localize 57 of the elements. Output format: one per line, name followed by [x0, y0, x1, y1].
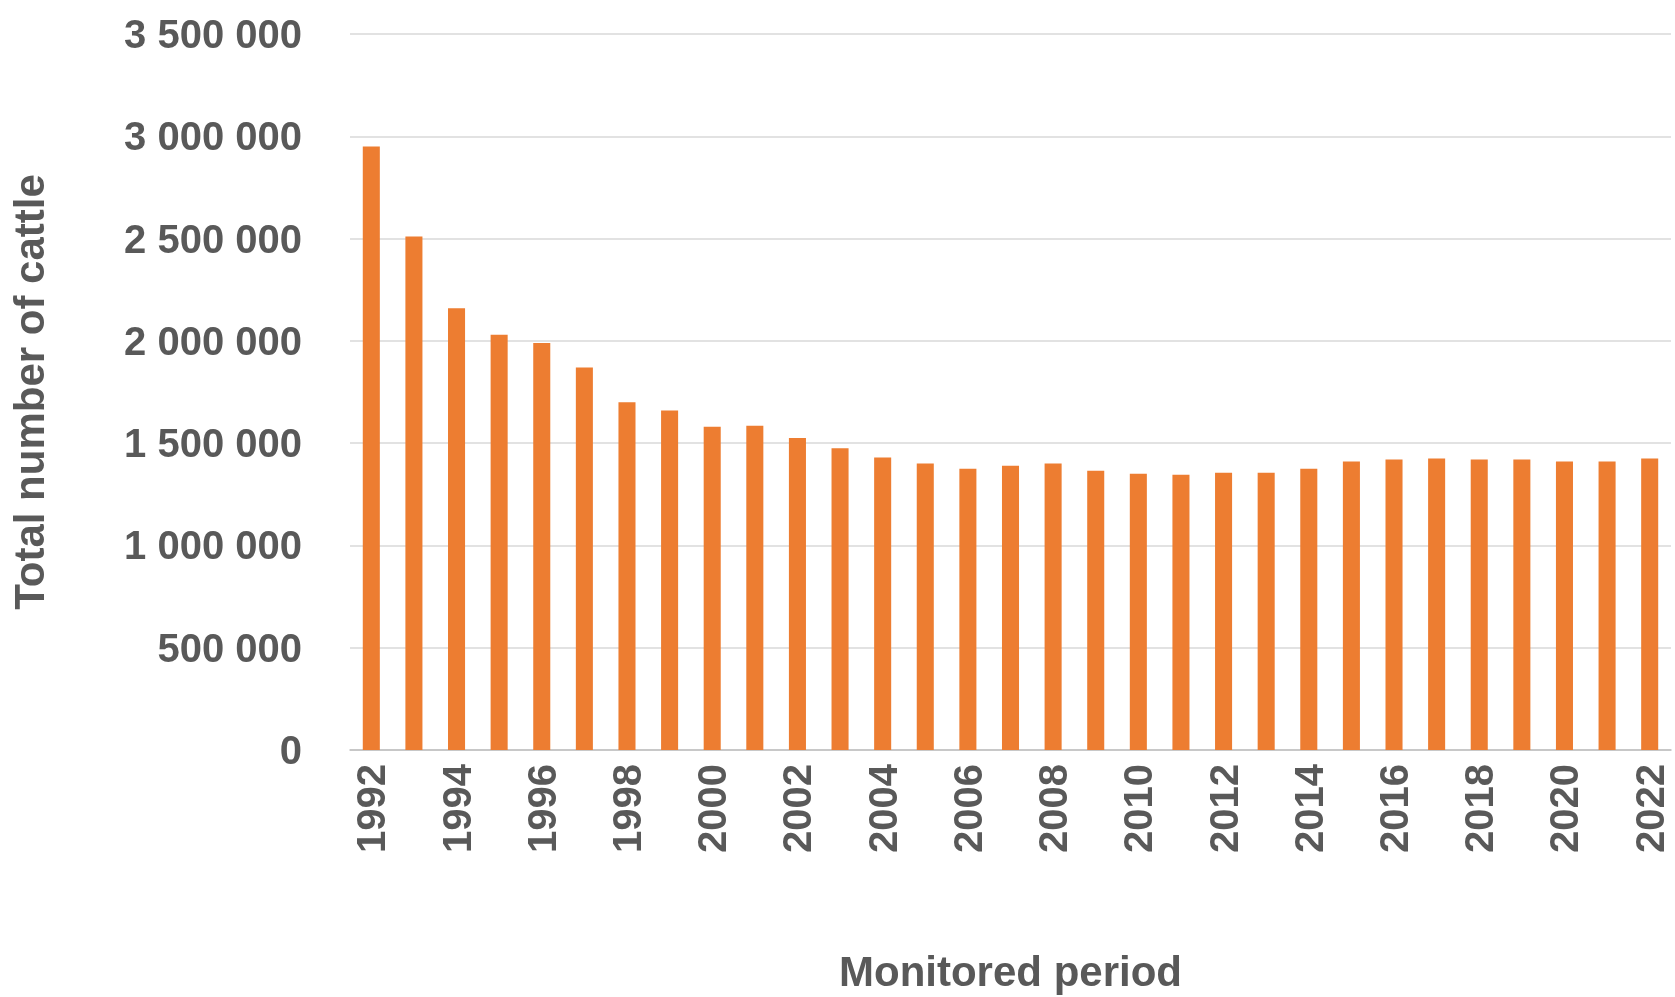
bar [661, 410, 679, 750]
bar [959, 468, 977, 750]
y-tick-label: 1 500 000 [124, 421, 302, 466]
bar [874, 457, 892, 750]
bar [788, 438, 806, 750]
bar [831, 448, 849, 750]
x-tick-label: 2022 [1627, 764, 1672, 853]
x-tick-label: 2000 [690, 764, 735, 853]
bar [490, 334, 508, 750]
bar [448, 308, 466, 750]
bar [1001, 465, 1020, 750]
x-tick-label: 2008 [1031, 764, 1076, 853]
x-tick-label: 2014 [1286, 763, 1331, 853]
bar [1513, 459, 1531, 750]
bar [1172, 474, 1190, 750]
bar [618, 402, 636, 750]
y-tick-label: 2 500 000 [124, 216, 302, 261]
bar [1215, 472, 1233, 750]
bar [703, 426, 721, 750]
bar [405, 236, 423, 750]
x-tick-label: 1994 [434, 763, 479, 853]
bar [746, 425, 764, 750]
y-tick-label: 0 [279, 728, 302, 772]
bar [1044, 463, 1062, 750]
x-tick-label: 1996 [519, 764, 564, 853]
bar [1342, 461, 1360, 750]
bar [1129, 473, 1147, 750]
y-tick-label: 500 000 [157, 625, 302, 670]
bar [916, 463, 934, 750]
x-tick-label: 2002 [775, 764, 820, 853]
y-axis-title: Total number of cattle [5, 174, 53, 610]
y-tick-label: 1 000 000 [124, 523, 302, 568]
x-tick-label: 2004 [860, 763, 905, 853]
bar [1428, 458, 1446, 750]
x-tick-label: 2020 [1542, 764, 1587, 853]
x-tick-label: 2006 [945, 764, 990, 853]
x-tick-label: 2010 [1116, 764, 1161, 853]
bar [1257, 472, 1275, 750]
bar [362, 146, 380, 750]
bar [1470, 459, 1488, 750]
x-tick-label: 2012 [1201, 764, 1246, 853]
y-tick-label: 2 000 000 [124, 318, 302, 363]
bar [1641, 458, 1659, 750]
bar [533, 342, 551, 750]
y-tick-label: 3 000 000 [124, 114, 302, 159]
x-tick-label: 2018 [1457, 764, 1502, 853]
x-axis-title: Monitored period [839, 947, 1182, 995]
bar [1300, 468, 1318, 750]
bar [1555, 461, 1573, 750]
bar [1598, 461, 1616, 750]
x-tick-label: 2016 [1372, 764, 1417, 853]
bar [1385, 459, 1403, 750]
x-tick-label: 1998 [604, 764, 649, 853]
x-tick-label: 1992 [349, 764, 394, 853]
bar [575, 367, 593, 750]
y-tick-label: 3 500 000 [124, 12, 302, 56]
bar [1087, 470, 1105, 750]
